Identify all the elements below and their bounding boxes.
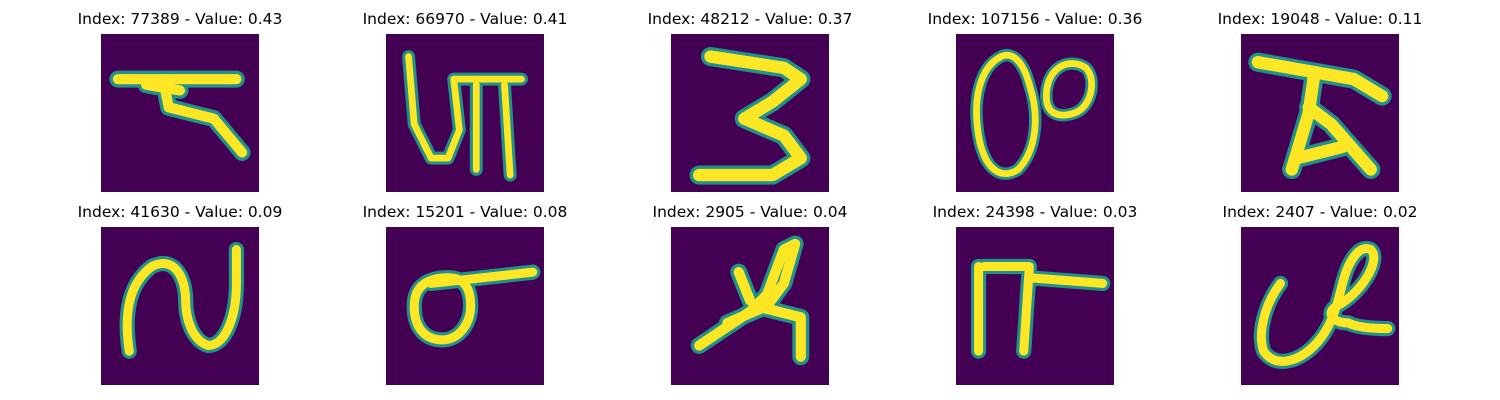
hindi-like-character-1-image (101, 34, 259, 192)
panel-title: Index: 2905 - Value: 0.04 (652, 203, 848, 221)
panel-title: Index: 77389 - Value: 0.43 (77, 10, 283, 28)
panel-title: Index: 15201 - Value: 0.08 (362, 203, 568, 221)
panel-3: Index: 48212 - Value: 0.37 (605, 0, 895, 192)
panel-5: Index: 19048 - Value: 0.11 (1175, 0, 1465, 192)
hindi-like-character-2-image (386, 34, 544, 192)
panel-title: Index: 19048 - Value: 0.11 (1217, 10, 1423, 28)
panel-title: Index: 41630 - Value: 0.09 (77, 203, 283, 221)
panel-9: Index: 24398 - Value: 0.03 (890, 193, 1180, 385)
cursive-looped-e-image (1241, 227, 1399, 385)
hindi-like-character-3-image (1241, 34, 1399, 192)
cursive-n-image (101, 227, 259, 385)
panel-title: Index: 107156 - Value: 0.36 (927, 10, 1143, 28)
panel-title: Index: 2407 - Value: 0.02 (1222, 203, 1418, 221)
slanted-b-like-image (671, 227, 829, 385)
digit-three-image (671, 34, 829, 192)
panel-1: Index: 77389 - Value: 0.43 (35, 0, 325, 192)
panel-7: Index: 15201 - Value: 0.08 (320, 193, 610, 385)
panel-2: Index: 66970 - Value: 0.41 (320, 0, 610, 192)
pi-like-image (956, 227, 1114, 385)
panel-8: Index: 2905 - Value: 0.04 (605, 193, 895, 385)
circle-with-bar-image (386, 227, 544, 385)
looped-zero-eight-image (956, 34, 1114, 192)
panel-title: Index: 66970 - Value: 0.41 (362, 10, 568, 28)
panel-6: Index: 41630 - Value: 0.09 (35, 193, 325, 385)
panel-title: Index: 48212 - Value: 0.37 (647, 10, 853, 28)
panel-4: Index: 107156 - Value: 0.36 (890, 0, 1180, 192)
panel-title: Index: 24398 - Value: 0.03 (932, 203, 1138, 221)
panel-10: Index: 2407 - Value: 0.02 (1175, 193, 1465, 385)
